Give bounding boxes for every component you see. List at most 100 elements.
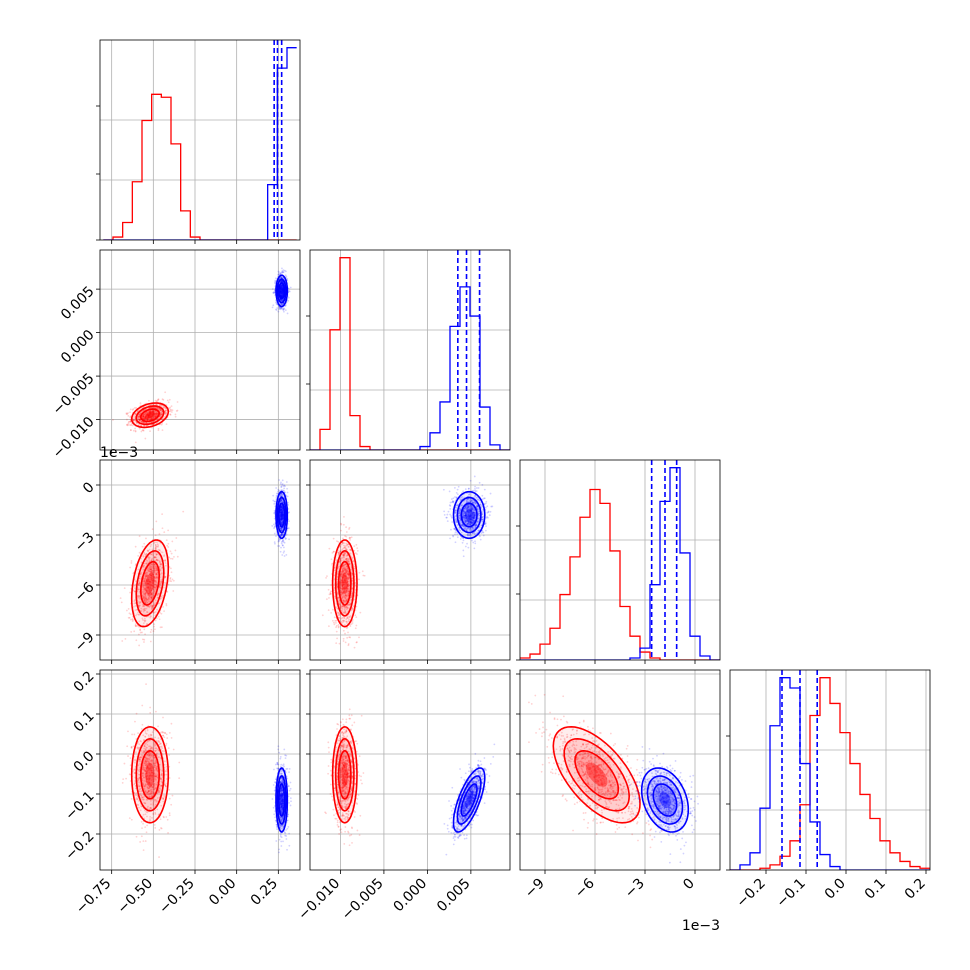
sample-point — [149, 586, 152, 589]
sample-point — [147, 399, 150, 402]
sample-point — [280, 513, 283, 516]
sample-point — [281, 292, 284, 295]
sample-point — [281, 513, 284, 516]
sample-point — [158, 408, 161, 411]
sample-point — [340, 589, 343, 592]
sample-point — [150, 596, 153, 598]
sample-point — [343, 587, 346, 590]
sample-point — [347, 570, 350, 573]
sample-point — [346, 604, 349, 607]
sample-point — [344, 587, 347, 590]
sample-point — [146, 601, 149, 604]
sample-point — [147, 411, 150, 414]
sample-point — [145, 417, 148, 420]
sample-point — [280, 518, 283, 521]
sample-point — [279, 293, 282, 295]
sample-point — [281, 288, 284, 290]
sample-point — [341, 570, 344, 573]
sample-point — [356, 549, 359, 552]
sample-point — [347, 585, 350, 588]
sample-point — [281, 271, 284, 274]
sample-point — [147, 549, 150, 552]
sample-point — [350, 568, 353, 571]
sample-point — [280, 295, 283, 298]
sample-point — [143, 596, 146, 598]
sample-point — [280, 533, 283, 535]
sample-point — [281, 534, 284, 537]
sample-point — [462, 510, 465, 513]
sample-point — [137, 588, 140, 591]
sample-point — [279, 289, 282, 292]
sample-point — [144, 595, 147, 598]
sample-point — [280, 288, 283, 291]
sample-point — [281, 308, 284, 310]
sample-point — [351, 608, 354, 611]
sample-point — [281, 539, 284, 542]
sample-point — [149, 411, 152, 413]
sample-point — [280, 299, 282, 302]
sample-point — [281, 271, 284, 273]
sample-point — [282, 269, 285, 272]
sample-point — [278, 495, 281, 498]
sample-point — [144, 596, 147, 599]
sample-point — [153, 407, 156, 409]
sample-point — [148, 416, 151, 419]
sample-point — [149, 415, 152, 418]
sample-point — [345, 557, 348, 560]
sample-point — [354, 595, 356, 598]
sample-point — [280, 516, 283, 519]
sample-point — [130, 560, 133, 562]
sample-point — [280, 285, 283, 288]
sample-point — [138, 582, 140, 585]
sample-point — [151, 569, 154, 572]
sample-point — [344, 597, 347, 600]
sample-point — [141, 421, 144, 424]
sample-point — [284, 536, 286, 539]
sample-point — [281, 291, 284, 293]
sample-point — [148, 414, 151, 417]
sample-point — [280, 518, 282, 521]
sample-point — [347, 587, 350, 590]
sample-point — [150, 553, 153, 556]
sample-point — [151, 579, 154, 582]
sample-point — [150, 571, 153, 573]
sample-point — [159, 611, 161, 614]
sample-point — [132, 572, 135, 575]
sample-point — [342, 568, 344, 570]
sample-point — [146, 411, 149, 414]
sample-point — [344, 566, 346, 569]
sample-point — [164, 407, 167, 409]
sample-point — [144, 577, 147, 580]
sample-point — [148, 593, 151, 596]
sample-point — [159, 408, 162, 411]
sample-point — [330, 611, 333, 614]
sample-point — [138, 581, 141, 584]
sample-point — [454, 511, 457, 514]
sample-point — [135, 580, 137, 583]
sample-point — [170, 411, 173, 413]
sample-point — [280, 518, 283, 521]
sample-point — [156, 541, 158, 544]
sample-point — [282, 288, 284, 291]
sample-point — [467, 508, 470, 511]
sample-point — [286, 491, 289, 494]
sample-point — [341, 587, 344, 590]
sample-point — [149, 568, 152, 571]
sample-point — [144, 414, 146, 417]
sample-point — [152, 575, 155, 578]
sample-point — [157, 559, 159, 562]
sample-point — [347, 583, 350, 585]
sample-point — [280, 292, 283, 294]
sample-point — [355, 605, 358, 608]
sample-point — [147, 578, 150, 581]
sample-point — [342, 591, 345, 594]
sample-point — [337, 596, 340, 599]
sample-point — [145, 575, 147, 578]
sample-point — [142, 582, 145, 585]
sample-point — [145, 598, 148, 601]
sample-point — [127, 608, 130, 610]
sample-point — [142, 414, 145, 417]
sample-point — [126, 424, 129, 427]
sample-point — [144, 437, 147, 440]
sample-point — [140, 420, 143, 423]
